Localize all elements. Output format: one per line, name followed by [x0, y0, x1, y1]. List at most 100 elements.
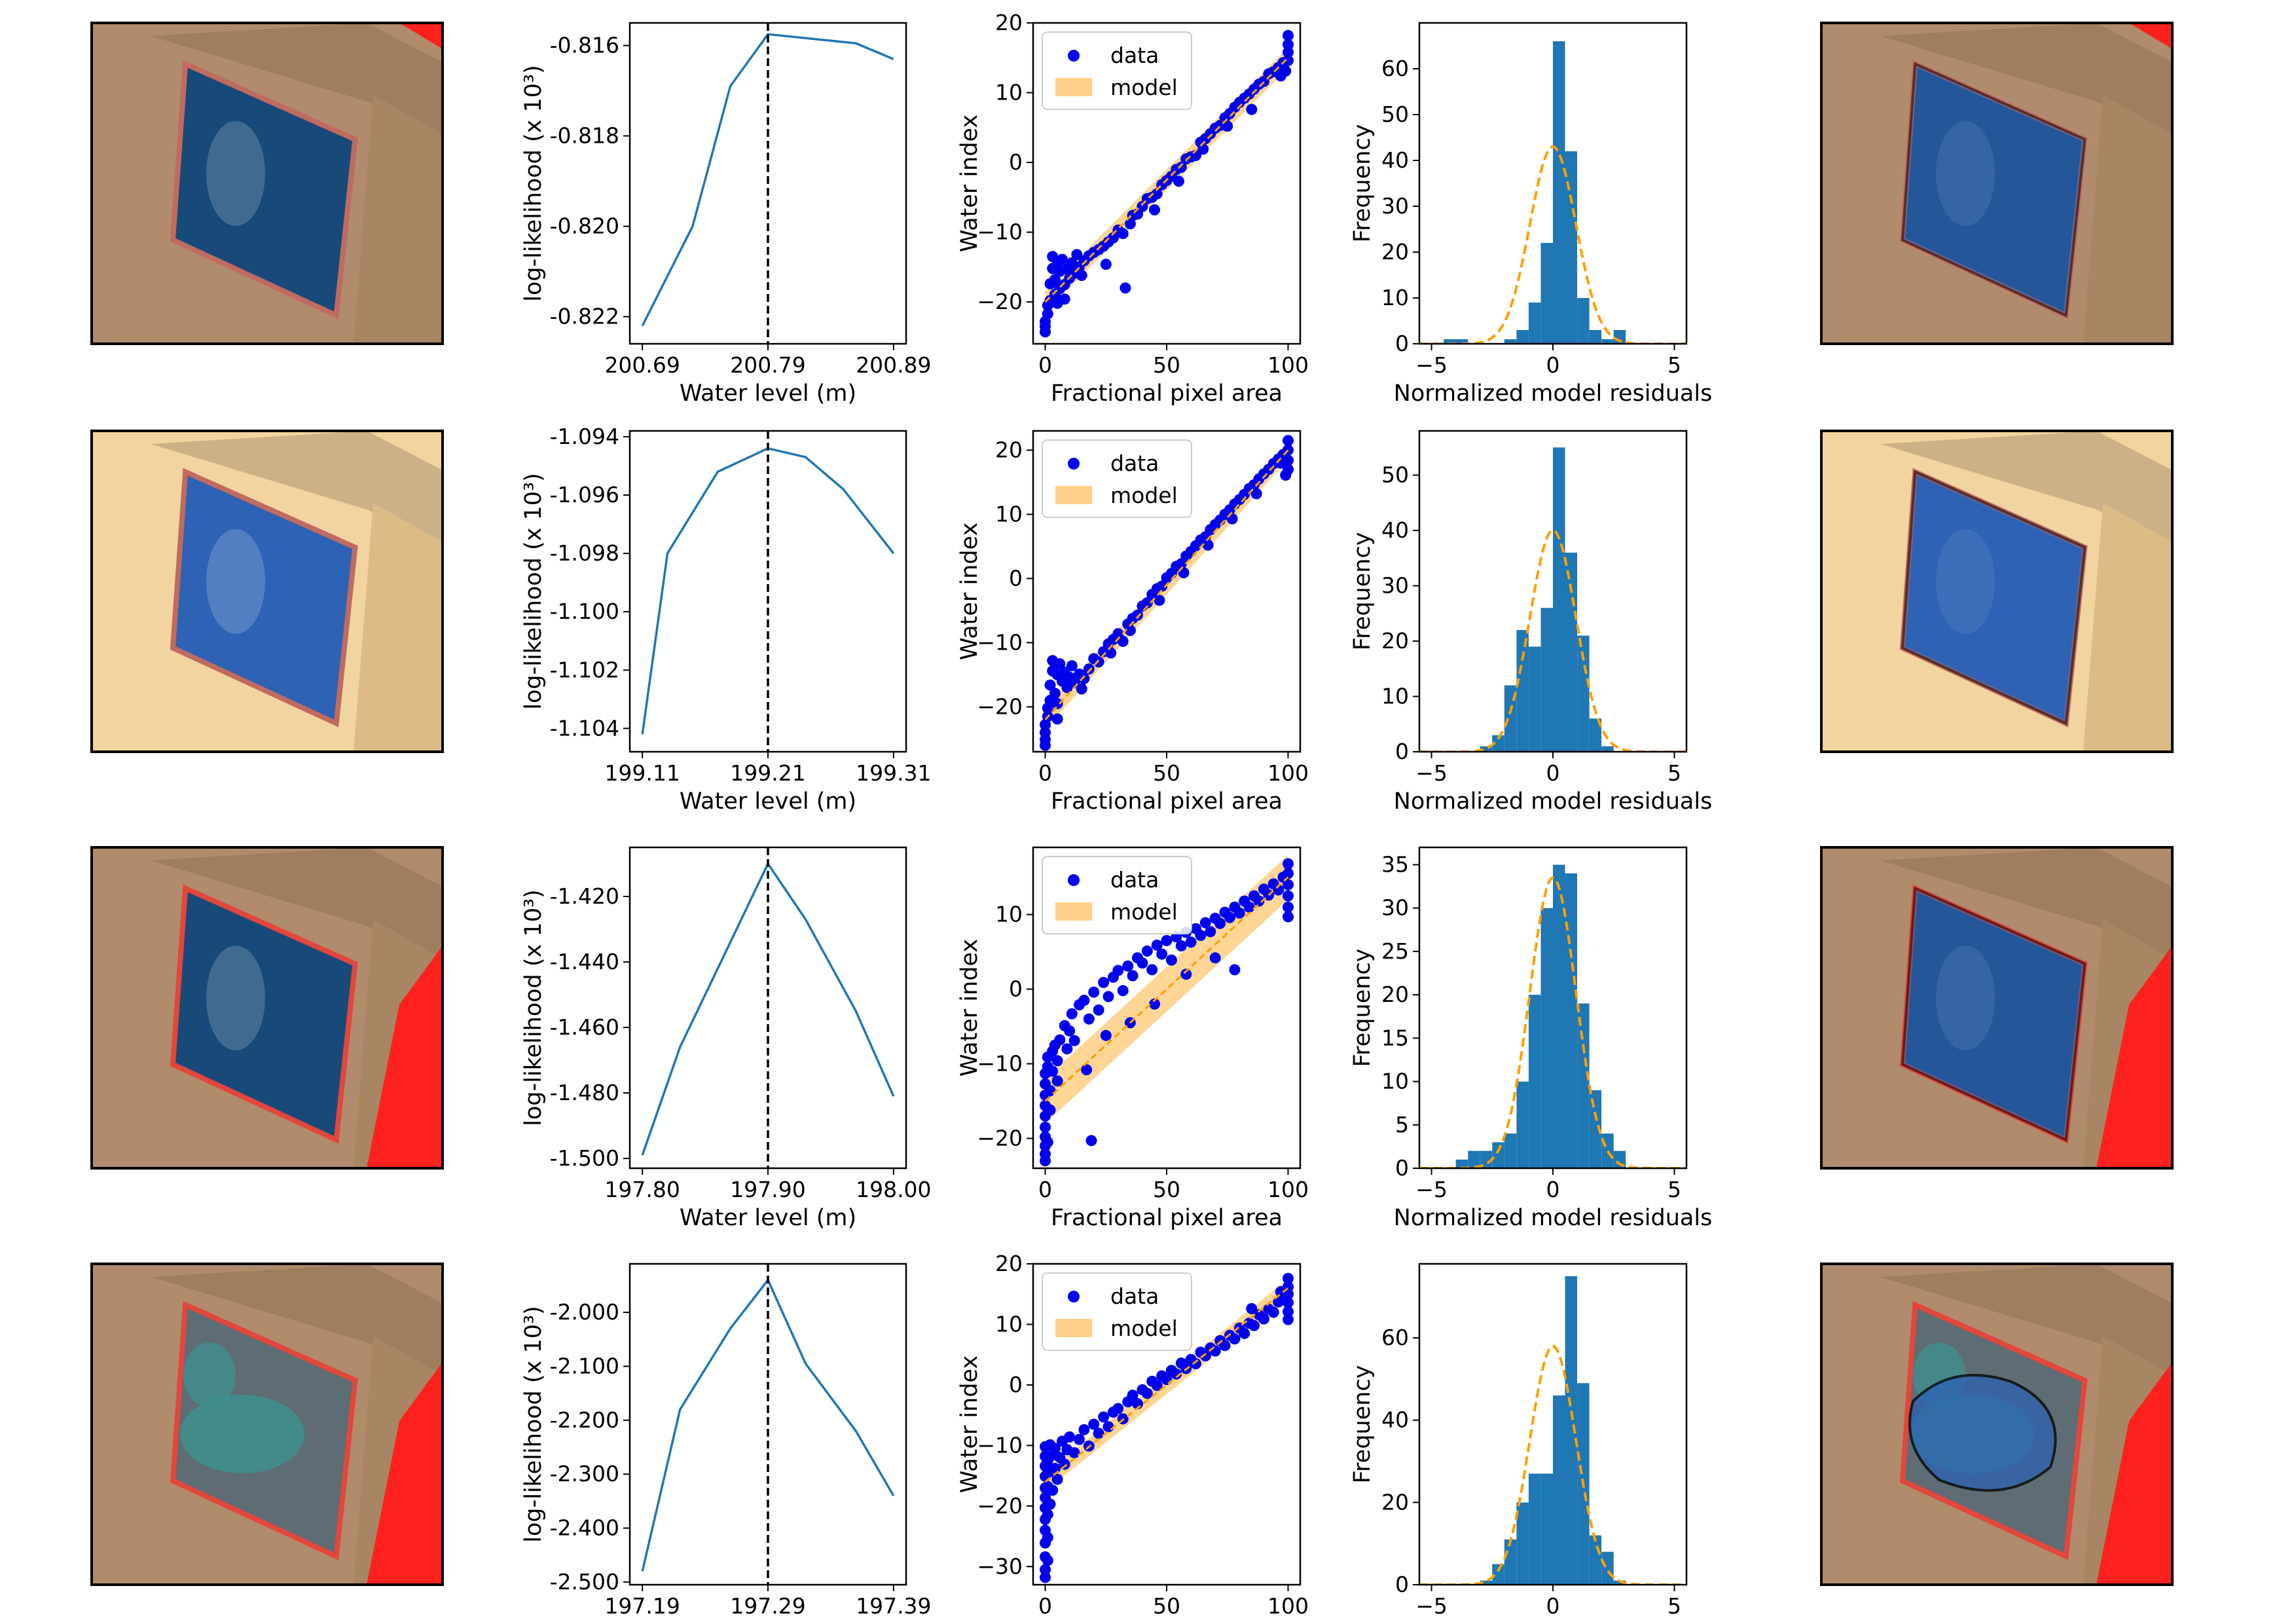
red-patch	[2096, 1362, 2172, 1585]
data-point	[1283, 890, 1294, 902]
y-tick-label: -2.100	[550, 1353, 619, 1378]
legend-model-swatch	[1055, 1319, 1092, 1337]
regression-chart-row-0: 0 50 100 −20 −10 0 10 20 Fractional pixel area Wa…	[957, 10, 1309, 407]
legend-data-marker	[1068, 50, 1080, 62]
data-point	[1059, 293, 1070, 305]
data-point	[1137, 957, 1148, 969]
plot-area	[1419, 1276, 1686, 1585]
x-tick-label: 100	[1267, 1593, 1309, 1619]
data-point	[1102, 991, 1114, 1003]
x-tick-label: 197.29	[730, 1593, 805, 1619]
y-tick-label: 0	[1395, 331, 1409, 356]
y-tick-label: -2.200	[550, 1407, 619, 1433]
histogram-bar	[1492, 1564, 1504, 1585]
x-axis-label: Fractional pixel area	[1051, 1205, 1283, 1231]
y-tick-label: -2.000	[550, 1299, 619, 1325]
data-point	[1283, 1297, 1294, 1308]
classified-image	[1820, 22, 2174, 345]
y-tick-label: 0	[1395, 1155, 1409, 1181]
data-point	[1283, 46, 1294, 58]
data-point	[1051, 1473, 1063, 1485]
data-point	[1112, 1403, 1124, 1414]
y-tick-label: 10	[1381, 1069, 1409, 1094]
data-point	[1117, 635, 1129, 647]
y-tick-label: −20	[977, 1493, 1023, 1519]
legend-label-data: data	[1110, 867, 1159, 893]
y-tick-label: 0	[1395, 1572, 1409, 1597]
histogram-bar	[1565, 552, 1577, 752]
data-point	[1068, 1447, 1080, 1458]
berm-shape	[1880, 23, 2172, 134]
image-frame	[90, 1263, 444, 1586]
y-tick-label: -1.096	[550, 482, 619, 507]
red-corner	[399, 23, 443, 49]
image-content	[92, 847, 443, 1168]
data-point	[1197, 143, 1209, 155]
y-tick-label: 0	[1395, 739, 1409, 764]
data-point	[1205, 926, 1216, 938]
histogram-bar	[1540, 243, 1553, 344]
x-axis-label: Fractional pixel area	[1051, 1621, 1283, 1624]
berm-shape	[151, 1264, 443, 1375]
y-tick-label: -0.816	[550, 33, 619, 58]
regression-chart-row-2: 0 50 100 −20 −10 0 10 Fractional pixel area Wate…	[957, 846, 1309, 1231]
data-point	[1132, 609, 1143, 621]
plot-area	[1419, 41, 1686, 344]
legend-label-model: model	[1110, 1316, 1178, 1341]
histogram-bar	[1504, 339, 1517, 344]
image-content	[1821, 1264, 2172, 1585]
y-tick-label: -2.400	[550, 1515, 619, 1541]
data-point	[1283, 868, 1294, 879]
y-tick-label: 25	[1381, 938, 1409, 964]
data-point	[1195, 930, 1207, 941]
likelihood-chart-row-1: 199.11 199.21 199.31 -1.104 -1.102 -1.100 -1.0…	[520, 424, 932, 815]
histogram-bar	[1540, 908, 1553, 1168]
x-tick-label: 197.90	[730, 1177, 805, 1202]
data-point	[1066, 1008, 1078, 1020]
y-tick-label: −10	[977, 1432, 1023, 1458]
x-axis-label: Water level (m)	[680, 1621, 856, 1624]
data-point	[1283, 879, 1294, 891]
x-tick-label: 5	[1667, 352, 1681, 378]
y-tick-label: -0.822	[550, 304, 619, 329]
red-corner	[2129, 23, 2172, 49]
y-tick-label: 10	[995, 1311, 1023, 1337]
classified-water-overlay	[1901, 470, 2086, 726]
data-point	[1273, 884, 1285, 896]
data-point	[1044, 1085, 1056, 1096]
data-point	[1076, 270, 1087, 282]
x-tick-label: 197.19	[604, 1593, 680, 1619]
y-tick-label: −10	[977, 219, 1023, 245]
data-point	[1049, 1443, 1061, 1454]
histogram-bar	[1540, 1473, 1553, 1585]
x-tick-label: 0	[1038, 1177, 1052, 1202]
histogram-bar	[1601, 339, 1614, 344]
data-point	[1040, 1148, 1051, 1160]
data-point	[1117, 228, 1129, 240]
data-point	[1042, 1509, 1053, 1521]
legend-data-marker	[1068, 874, 1080, 886]
x-tick-label: 5	[1667, 1593, 1681, 1619]
data-point	[1071, 249, 1083, 261]
y-tick-label: −20	[977, 289, 1023, 314]
histogram-bar	[1589, 718, 1602, 752]
y-tick-label: 0	[1009, 565, 1023, 591]
histogram-bar	[1601, 746, 1614, 752]
histogram-bar	[1516, 1502, 1529, 1585]
data-point	[1224, 912, 1235, 923]
histogram-bar	[1577, 635, 1590, 752]
berm-shape	[1880, 847, 2172, 959]
data-point	[1083, 1013, 1095, 1025]
x-tick-label: 199.31	[856, 760, 931, 786]
x-tick-label: −5	[1415, 1177, 1448, 1202]
data-point	[1185, 936, 1197, 948]
histogram-bar	[1455, 339, 1468, 344]
likelihood-chart-row-0: 200.69 200.79 200.89 -0.822 -0.820 -0.818 -0.8…	[520, 22, 932, 407]
data-point	[1171, 1368, 1182, 1380]
histogram-bar	[1480, 1580, 1493, 1585]
data-point	[1149, 998, 1160, 1010]
satellite-image	[90, 1263, 444, 1586]
plot-area	[641, 847, 895, 1168]
data-point	[1173, 175, 1184, 187]
